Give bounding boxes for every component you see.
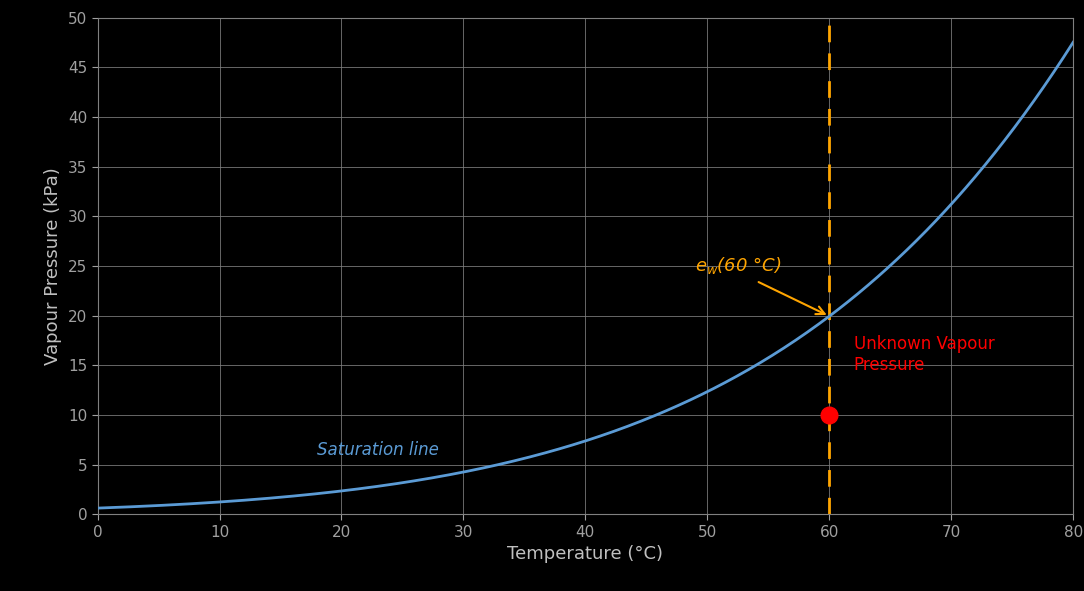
X-axis label: Temperature (°C): Temperature (°C) [507, 545, 663, 563]
Text: Unknown Vapour
Pressure: Unknown Vapour Pressure [854, 336, 994, 374]
Y-axis label: Vapour Pressure (kPa): Vapour Pressure (kPa) [44, 167, 62, 365]
Text: Saturation line: Saturation line [318, 441, 439, 459]
Text: $e_w$(60 °C): $e_w$(60 °C) [695, 255, 782, 276]
